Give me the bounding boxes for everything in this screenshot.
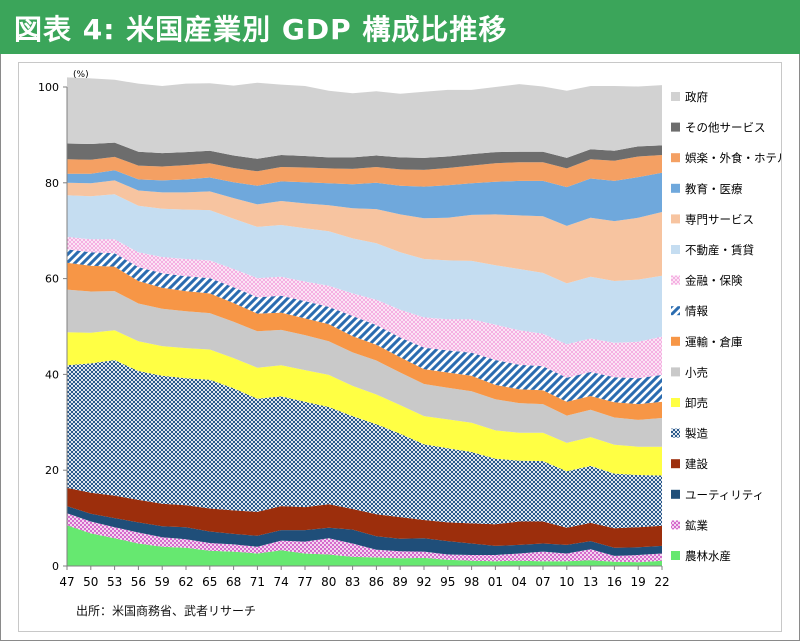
x-tick-label: 83 (345, 575, 360, 589)
x-tick-label: 59 (155, 575, 170, 589)
area-卸売 (67, 330, 662, 476)
area-教育・医療 (67, 170, 662, 226)
legend-label: ユーティリティ (685, 488, 764, 502)
legend-swatch (671, 459, 680, 469)
legend-label: 専門サービス (685, 212, 754, 226)
area-農林水産 (67, 525, 662, 566)
title-bar: 図表 4: 米国産業別 GDP 構成比推移 (0, 0, 800, 54)
legend-swatch (671, 336, 680, 346)
x-tick-label: 92 (416, 575, 431, 589)
x-tick-label: 10 (559, 575, 574, 589)
legend-label: 鉱業 (685, 518, 708, 532)
source-note: 出所：米国商務省、武者リサーチ (76, 604, 257, 618)
x-tick-label: 07 (535, 575, 550, 589)
area-運輸・倉庫 (67, 262, 662, 420)
x-tick-label: 68 (226, 575, 241, 589)
x-tick-label: 01 (488, 575, 503, 589)
legend-swatch (671, 153, 680, 163)
area-鉱業 (67, 513, 662, 563)
legend-swatch (671, 306, 680, 316)
legend-label: 不動産・賃貸 (685, 243, 754, 257)
legend-swatch (671, 275, 680, 285)
legend-label: 運輸・倉庫 (685, 335, 743, 349)
chart-area: 0 20 40 60 80 100 (%) 47 50 53 56 59 62 65 68 71 74 77 80 8… (18, 62, 789, 632)
legend-swatch (671, 183, 680, 193)
legend-swatch (671, 122, 680, 132)
legend-swatch (671, 367, 680, 377)
chart-title: 図表 4: 米国産業別 GDP 構成比推移 (14, 13, 508, 46)
legend-label: 建設 (685, 457, 708, 471)
area-小売 (67, 289, 662, 447)
x-tick-label: 62 (178, 575, 193, 589)
x-tick-label: 71 (250, 575, 265, 589)
y-tick-label: 100 (38, 81, 59, 94)
legend-label: 教育・医療 (685, 182, 743, 196)
y-tick-label: 40 (45, 368, 59, 381)
legend-swatch (671, 398, 680, 407)
area-専門サービス (67, 180, 662, 284)
x-tick-label: 77 (297, 575, 312, 589)
y-unit-label: (%) (73, 70, 89, 80)
legend-swatch (671, 92, 680, 101)
legend-label: 卸売 (685, 396, 708, 410)
x-tick-label: 19 (631, 575, 646, 589)
legend-label: 製造 (685, 427, 708, 441)
legend-swatch (671, 245, 680, 254)
x-tick-label: 04 (512, 575, 527, 589)
x-tick-label: 56 (131, 575, 146, 589)
legend-swatch (671, 489, 680, 499)
area-不動産・賃貸 (67, 194, 662, 345)
legend-label: その他サービス (685, 121, 766, 135)
x-tick-label: 22 (654, 575, 669, 589)
x-tick-label: 98 (464, 575, 479, 589)
x-tick-label: 53 (107, 575, 122, 589)
x-tick-label: 50 (83, 575, 98, 589)
area-情報 (67, 249, 662, 405)
legend-label: 農林水産 (685, 549, 731, 563)
y-tick-label: 60 (45, 273, 59, 286)
legend-label: 娯楽・外食・ホテル (685, 151, 781, 165)
legend-swatch (671, 214, 680, 224)
x-tick-label: 47 (59, 575, 74, 589)
area-ユーティリティ (67, 506, 662, 556)
legend-label: 情報 (685, 304, 708, 318)
legend-label: 金融・保険 (685, 274, 743, 288)
x-tick-label: 74 (274, 575, 289, 589)
legend-swatch (671, 428, 680, 438)
x-tick-label: 95 (440, 575, 455, 589)
x-tick-label: 80 (321, 575, 336, 589)
legend-label: 小売 (685, 365, 708, 379)
legend-label: 政府 (685, 90, 708, 104)
area-製造 (67, 360, 662, 529)
x-tick-label: 13 (583, 575, 598, 589)
area-その他サービス (67, 142, 662, 172)
area-政府 (67, 77, 662, 159)
x-tick-label: 65 (202, 575, 217, 589)
stacked-area-chart: 0 20 40 60 80 100 (%) 47 50 53 56 59 62 65 68 71 74 77 80 8… (38, 70, 789, 589)
area-金融・保険 (67, 236, 662, 379)
y-tick-label: 80 (45, 177, 59, 190)
x-tick-label: 89 (393, 575, 408, 589)
legend-swatch (671, 551, 680, 560)
y-tick-label: 0 (52, 560, 59, 573)
x-tick-label: 16 (607, 575, 622, 589)
y-tick-label: 20 (45, 464, 59, 477)
x-tick-label: 86 (369, 575, 384, 589)
area-建設 (67, 487, 662, 548)
legend-swatch (671, 520, 680, 530)
area-娯楽・外食・ホテル (67, 155, 662, 188)
